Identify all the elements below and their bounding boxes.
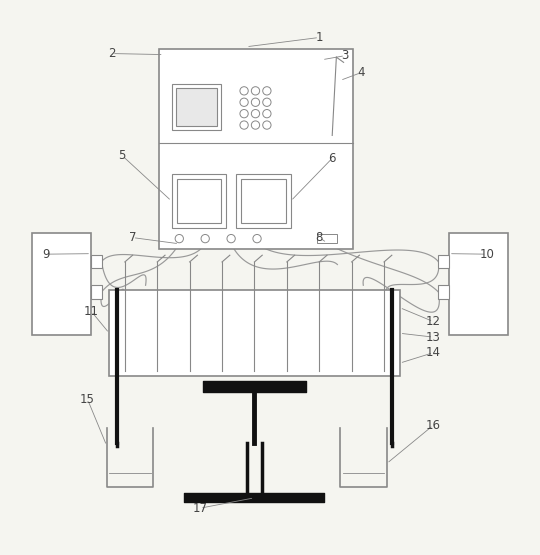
Text: 12: 12: [426, 315, 441, 328]
Bar: [438, 285, 449, 299]
Bar: [449, 234, 509, 335]
Text: 16: 16: [426, 418, 441, 432]
Text: 1: 1: [315, 31, 323, 44]
Text: 3: 3: [341, 49, 349, 62]
Bar: [31, 234, 91, 335]
Text: 14: 14: [426, 346, 441, 359]
Bar: [91, 255, 102, 269]
Text: 6: 6: [328, 152, 336, 165]
Bar: [438, 255, 449, 269]
Bar: [172, 174, 226, 228]
Text: 5: 5: [119, 149, 126, 162]
Text: 15: 15: [80, 393, 95, 406]
Text: 9: 9: [42, 248, 50, 261]
Bar: [176, 88, 217, 126]
Bar: [172, 84, 221, 130]
Bar: [316, 234, 338, 243]
Text: 10: 10: [480, 248, 494, 261]
Text: 4: 4: [357, 66, 364, 79]
Bar: [241, 179, 286, 223]
Text: 11: 11: [84, 305, 99, 317]
Text: 13: 13: [426, 331, 441, 344]
Text: 2: 2: [108, 47, 116, 60]
Text: 17: 17: [193, 502, 207, 514]
Bar: [237, 174, 291, 228]
Bar: [177, 179, 221, 223]
Text: 7: 7: [129, 231, 137, 244]
Text: 8: 8: [315, 231, 323, 244]
Bar: [109, 290, 400, 376]
Bar: [159, 49, 353, 249]
Bar: [91, 285, 102, 299]
